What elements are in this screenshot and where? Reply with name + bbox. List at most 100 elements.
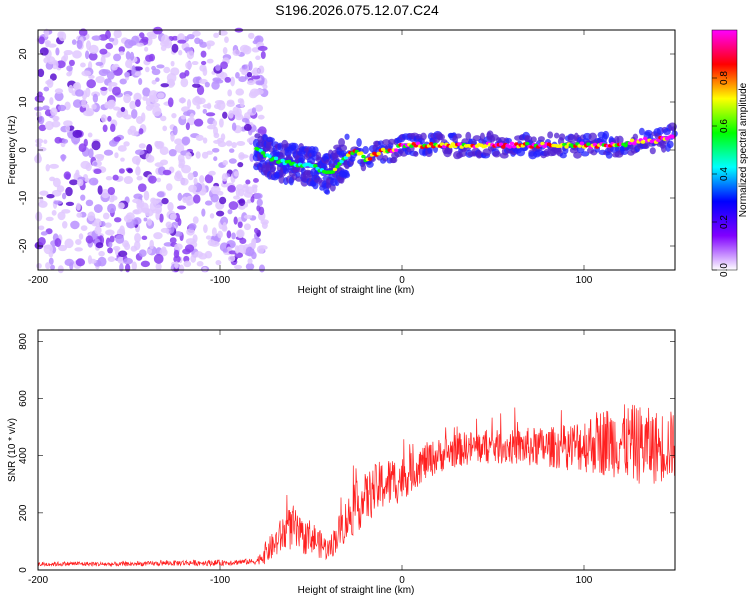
noise-blob xyxy=(195,134,204,141)
trace-halo xyxy=(505,137,512,144)
noise-blob xyxy=(245,118,250,126)
noise-blob xyxy=(113,53,122,62)
noise-blob xyxy=(256,245,265,254)
noise-blob xyxy=(173,255,181,263)
noise-blob xyxy=(179,72,187,79)
noise-blob xyxy=(251,251,257,260)
noise-blob xyxy=(174,261,179,269)
noise-blob xyxy=(63,50,73,56)
noise-blob xyxy=(137,202,145,208)
noise-blob xyxy=(37,147,47,152)
noise-blob xyxy=(63,171,72,180)
noise-blob xyxy=(186,98,192,109)
noise-blob xyxy=(190,254,197,263)
noise-blob xyxy=(145,152,152,162)
noise-blob xyxy=(72,50,82,59)
noise-blob xyxy=(171,43,179,53)
spectrogram-signal-trace xyxy=(252,122,678,195)
noise-blob xyxy=(138,128,144,135)
noise-blob xyxy=(192,234,198,243)
noise-blob xyxy=(35,142,42,148)
noise-blob xyxy=(207,239,216,247)
noise-blob xyxy=(151,68,161,76)
noise-blob xyxy=(171,113,177,119)
noise-blob xyxy=(152,106,162,117)
trace-core xyxy=(586,142,591,146)
noise-blob xyxy=(109,235,115,243)
noise-blob xyxy=(254,104,264,112)
noise-blob xyxy=(105,30,111,40)
y-tick-label: 200 xyxy=(18,504,29,521)
trace-core xyxy=(457,142,462,146)
y-tick-label: -10 xyxy=(18,190,29,205)
noise-blob xyxy=(228,148,235,153)
noise-blob xyxy=(134,232,141,243)
noise-blob xyxy=(218,196,227,205)
trace-core xyxy=(623,143,628,148)
noise-blob xyxy=(239,154,249,159)
noise-blob xyxy=(214,99,225,105)
noise-blob xyxy=(118,46,126,53)
noise-blob xyxy=(61,154,66,162)
noise-blob xyxy=(87,211,96,222)
noise-blob xyxy=(134,71,142,77)
noise-blob xyxy=(262,84,268,90)
noise-blob xyxy=(151,79,157,85)
noise-blob xyxy=(222,248,228,253)
noise-blob xyxy=(50,264,55,270)
trace-core xyxy=(343,155,349,160)
noise-blob xyxy=(133,240,141,251)
noise-blob xyxy=(137,183,147,192)
noise-blob xyxy=(63,120,73,127)
noise-blob xyxy=(81,98,87,108)
noise-blob xyxy=(93,161,98,167)
noise-blob xyxy=(129,51,135,61)
noise-blob xyxy=(213,32,220,39)
noise-blob xyxy=(257,126,267,136)
noise-blob xyxy=(97,185,103,195)
noise-blob xyxy=(108,99,116,108)
noise-blob xyxy=(53,200,63,205)
noise-blob xyxy=(181,136,191,146)
trace-core xyxy=(273,156,279,161)
noise-blob xyxy=(234,264,243,270)
noise-blob xyxy=(222,159,228,166)
noise-blob xyxy=(49,73,57,81)
trace-halo xyxy=(341,172,351,179)
noise-blob xyxy=(58,244,68,252)
trace-halo xyxy=(413,151,419,157)
noise-blob xyxy=(251,75,261,80)
noise-blob xyxy=(109,123,116,133)
noise-blob xyxy=(197,97,206,105)
noise-blob xyxy=(50,107,58,116)
noise-blob xyxy=(193,194,201,204)
trace-core xyxy=(564,145,569,149)
noise-blob xyxy=(192,30,201,37)
noise-blob xyxy=(238,76,247,83)
figure-title: S196.2026.075.12.07.C24 xyxy=(275,2,439,18)
noise-blob xyxy=(142,87,151,97)
noise-blob xyxy=(131,65,136,75)
trace-core xyxy=(339,159,344,164)
noise-blob xyxy=(209,213,215,219)
noise-blob xyxy=(204,250,213,259)
y-tick-label: 0 xyxy=(18,147,29,153)
noise-blob xyxy=(170,132,175,142)
noise-blob xyxy=(119,225,125,236)
noise-blob xyxy=(74,247,83,252)
noise-blob xyxy=(75,89,84,97)
noise-blob xyxy=(87,255,93,265)
noise-blob xyxy=(71,39,77,45)
noise-blob xyxy=(91,35,102,41)
trace-halo xyxy=(530,136,537,143)
noise-blob xyxy=(144,66,150,73)
colorbar-ticks: 0.0 0.2 0.4 0.6 0.8 xyxy=(712,71,730,277)
noise-blob xyxy=(187,172,194,181)
noise-blob xyxy=(143,217,148,222)
noise-blob xyxy=(156,191,165,198)
noise-blob xyxy=(49,163,59,169)
noise-blob xyxy=(224,76,232,83)
noise-blob xyxy=(255,55,261,61)
noise-blob xyxy=(95,61,104,66)
trace-core xyxy=(448,144,453,149)
